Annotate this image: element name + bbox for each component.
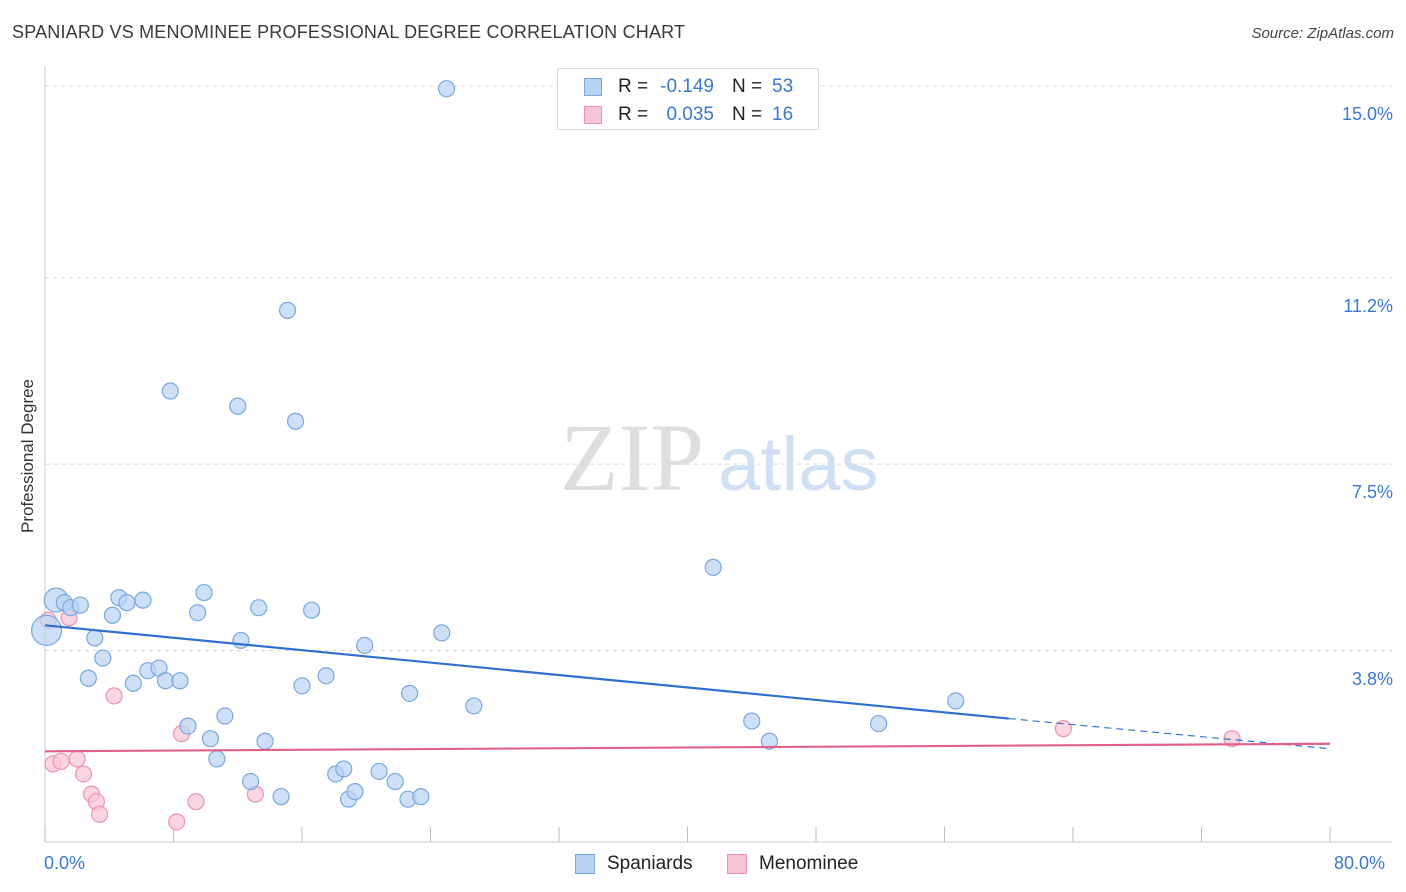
legend-swatch-spaniards: [575, 854, 595, 874]
legend-swatch-menominee: [727, 854, 747, 874]
spaniards-point: [272, 788, 290, 806]
x-tick-label-min: 0.0%: [44, 853, 86, 873]
menominee-point: [52, 752, 70, 770]
spaniards-point: [293, 677, 311, 695]
legend-n-label: N =: [732, 104, 763, 125]
spaniards-point: [124, 674, 142, 692]
legend-n-value: 16: [772, 104, 794, 125]
spaniards-point: [201, 730, 220, 748]
spaniards-point: [86, 629, 104, 647]
spaniards-point: [433, 624, 451, 642]
legend-n-label: N =: [732, 76, 763, 97]
source-label: Source: ZipAtlas.com: [1251, 25, 1394, 42]
spaniards-point: [386, 772, 404, 791]
menominee-point: [74, 765, 93, 783]
spaniards-point: [256, 732, 274, 750]
spaniards-point: [250, 599, 268, 617]
spaniards-point: [216, 707, 234, 725]
y-tick-label: 7.5%: [1351, 482, 1393, 503]
spaniards-point: [346, 783, 364, 801]
spaniards-point: [870, 714, 888, 733]
watermark-atlas: atlas: [718, 422, 879, 507]
legend-row-menominee: R = 0.035 N = 16: [558, 100, 818, 128]
spaniards-point: [317, 667, 335, 685]
spaniards-point: [412, 788, 430, 806]
spaniards-point: [242, 772, 260, 791]
spaniards-point: [94, 649, 112, 667]
spaniards-point: [465, 697, 483, 715]
legend-swatch-spaniards: [584, 78, 602, 96]
y-tick-label: 15.0%: [1341, 104, 1393, 125]
legend-r-label: R =: [618, 76, 649, 97]
spaniards-point: [195, 583, 213, 602]
spaniards-point: [179, 717, 197, 735]
y-tick-label: 11.2%: [1343, 295, 1393, 316]
legend-n-value: 53: [772, 76, 794, 97]
spaniards-point: [335, 760, 353, 778]
spaniards-point: [161, 382, 179, 400]
legend-r-value: -0.149: [660, 76, 714, 97]
spaniards-point: [232, 631, 250, 650]
watermark-zip: ZIP: [560, 404, 704, 511]
x-tick-label-max: 80.0%: [1334, 853, 1386, 873]
spaniards-point: [947, 692, 965, 710]
spaniards-point: [156, 672, 175, 690]
legend-row-spaniards: R = -0.149 N = 53: [558, 72, 818, 100]
spaniards-point: [278, 301, 297, 319]
spaniards-point: [370, 762, 388, 781]
legend-r-label: R =: [618, 104, 649, 125]
gridlines: [45, 85, 1392, 652]
legend-label-menominee: Menominee: [759, 853, 859, 874]
menominee-point: [91, 805, 109, 823]
y-tick-label: 3.8%: [1351, 668, 1393, 689]
spaniards-point: [79, 669, 97, 687]
correlation-legend: R = -0.149 N = 53 R = 0.035 N = 16: [557, 68, 819, 130]
spaniards-trend-line: [44, 624, 1009, 720]
spaniards-point: [303, 601, 321, 619]
menominee-point: [105, 687, 123, 705]
spaniards-points: [31, 80, 965, 808]
chart-title: SPANIARD VS MENOMINEE PROFESSIONAL DEGRE…: [12, 22, 686, 42]
legend-r-value: 0.035: [666, 104, 714, 125]
spaniards-point: [229, 397, 247, 415]
spaniards-point: [71, 596, 89, 614]
menominee-point: [187, 793, 205, 811]
legend-swatch-menominee: [584, 106, 602, 124]
axes: [44, 66, 1392, 843]
spaniards-point: [118, 594, 136, 612]
spaniards-point: [31, 614, 63, 646]
menominee-point: [1054, 720, 1072, 738]
menominee-point: [68, 750, 86, 768]
watermark: ZIP atlas: [560, 404, 879, 511]
spaniards-point: [437, 80, 456, 98]
legend-label-spaniards: Spaniards: [607, 853, 693, 874]
spaniards-point: [743, 712, 761, 730]
spaniards-point: [401, 684, 419, 702]
spaniards-point: [704, 558, 722, 576]
spaniards-point: [171, 672, 189, 690]
spaniards-point: [103, 606, 122, 624]
spaniards-point: [208, 750, 226, 768]
menominee-point: [168, 813, 186, 831]
spaniards-point: [134, 591, 152, 609]
spaniards-point: [286, 412, 305, 430]
trend-lines: [44, 624, 1331, 753]
spaniards-point: [760, 732, 779, 750]
spaniards-point: [356, 636, 374, 655]
menominee-trend-line: [44, 742, 1331, 753]
spaniards-point: [188, 604, 207, 622]
